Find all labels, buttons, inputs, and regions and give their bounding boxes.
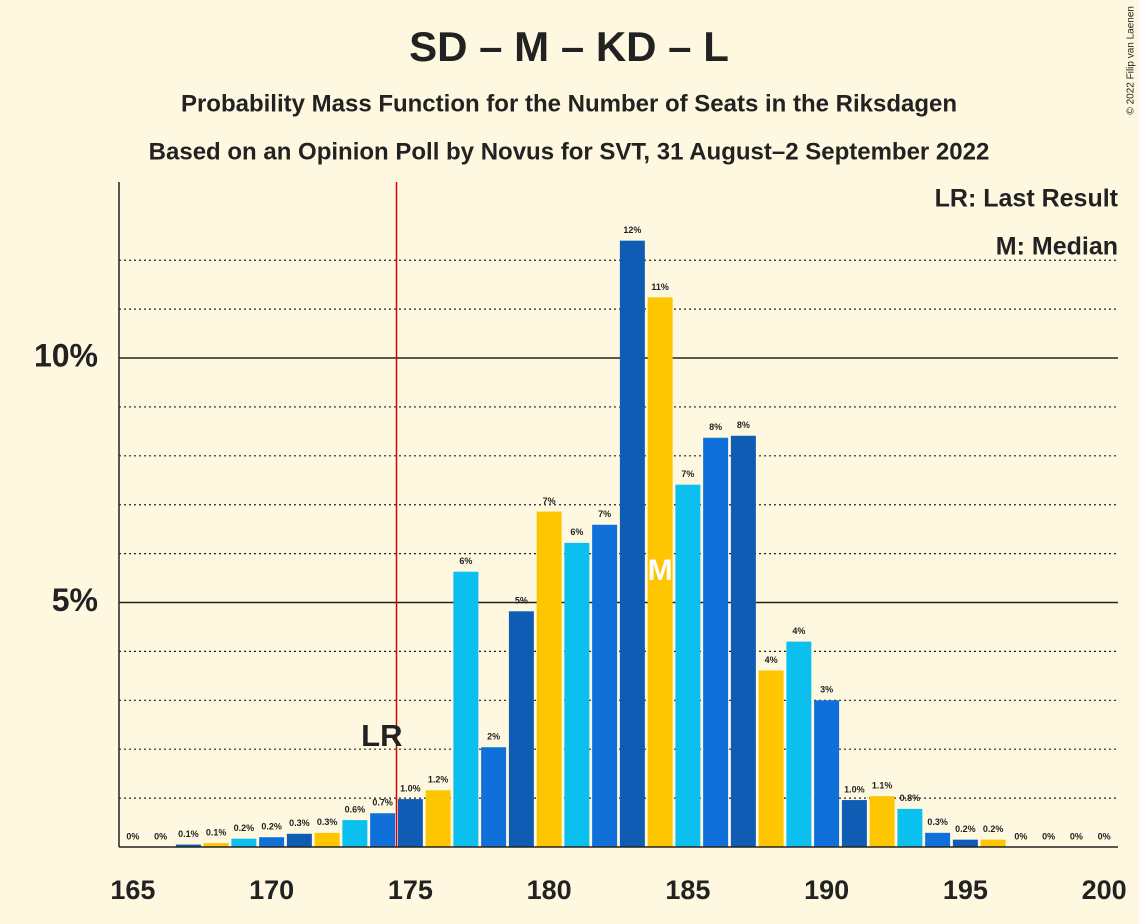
bar — [675, 484, 701, 847]
bar — [592, 524, 618, 847]
value-label: 0.8% — [900, 793, 921, 803]
bar — [841, 800, 867, 847]
value-label: 1.0% — [400, 783, 421, 793]
bar — [758, 670, 784, 847]
value-label: 0.3% — [289, 818, 310, 828]
value-label: 1.2% — [428, 775, 449, 785]
value-label: 1.1% — [872, 781, 893, 791]
value-label: 0.6% — [345, 804, 366, 814]
bar — [619, 240, 645, 848]
value-label: 0.2% — [983, 824, 1004, 834]
bar — [259, 837, 285, 847]
bar — [536, 511, 562, 847]
bar — [231, 838, 257, 847]
bar — [425, 790, 451, 847]
bar — [952, 839, 978, 847]
legend-entry: M: Median — [996, 233, 1118, 261]
value-label: 0% — [154, 831, 167, 841]
value-label: 0% — [1070, 831, 1083, 841]
value-label: 6% — [459, 556, 472, 566]
bar — [730, 435, 756, 847]
bar — [980, 839, 1006, 847]
value-label: 0% — [1042, 831, 1055, 841]
bar — [869, 796, 895, 847]
value-label: 7% — [543, 496, 556, 506]
value-label: 0% — [1014, 831, 1027, 841]
bar — [925, 832, 951, 847]
y-tick-label: 5% — [52, 582, 98, 618]
value-label: 3% — [820, 685, 833, 695]
value-label: 0.1% — [206, 827, 227, 837]
bar — [564, 542, 590, 847]
bar — [286, 833, 312, 847]
x-tick-label: 175 — [388, 875, 433, 905]
value-label: 1.0% — [844, 784, 865, 794]
bar — [647, 297, 673, 847]
copyright: © 2022 Filip van Laenen — [1126, 6, 1137, 115]
value-label: 0.2% — [234, 823, 255, 833]
bar — [814, 700, 840, 847]
x-tick-label: 165 — [110, 875, 155, 905]
bar — [203, 843, 229, 847]
value-label: 8% — [737, 420, 750, 430]
value-label: 4% — [765, 655, 778, 665]
chart-subtitle: Probability Mass Function for the Number… — [181, 90, 957, 117]
x-tick-label: 170 — [249, 875, 294, 905]
value-label: 0.3% — [317, 817, 338, 827]
value-label: 8% — [709, 422, 722, 432]
bar — [897, 808, 923, 847]
value-label: 7% — [681, 469, 694, 479]
y-tick-label: 10% — [34, 337, 98, 373]
value-label: 12% — [623, 225, 641, 235]
value-label: 0% — [1098, 831, 1111, 841]
x-tick-label: 180 — [527, 875, 572, 905]
bar — [508, 611, 534, 847]
value-label: 0.1% — [178, 829, 199, 839]
value-label: 7% — [598, 509, 611, 519]
bar — [481, 747, 507, 847]
x-tick-label: 185 — [665, 875, 710, 905]
bar — [342, 820, 368, 847]
bar — [397, 799, 423, 847]
value-label: 5% — [515, 596, 528, 606]
value-label: 0.2% — [955, 824, 976, 834]
x-tick-label: 195 — [943, 875, 988, 905]
value-label: 6% — [570, 527, 583, 537]
bar — [175, 844, 201, 847]
value-label: 0.2% — [261, 822, 282, 832]
chart-subtitle: Based on an Opinion Poll by Novus for SV… — [149, 138, 990, 165]
bar — [314, 832, 340, 847]
bar — [370, 813, 396, 847]
chart-title: SD – M – KD – L — [409, 23, 729, 70]
value-label: 4% — [792, 626, 805, 636]
bar — [453, 571, 479, 847]
last-result-marker: LR — [361, 718, 402, 753]
legend-entry: LR: Last Result — [935, 185, 1119, 213]
value-label: 0.3% — [927, 817, 948, 827]
x-tick-label: 200 — [1082, 875, 1127, 905]
value-label: 11% — [651, 282, 669, 292]
value-label: 0.7% — [372, 798, 393, 808]
value-label: 0% — [126, 831, 139, 841]
bar — [786, 641, 812, 847]
median-marker: M — [648, 554, 673, 587]
value-label: 2% — [487, 732, 500, 742]
x-tick-label: 190 — [804, 875, 849, 905]
bar — [703, 437, 729, 847]
